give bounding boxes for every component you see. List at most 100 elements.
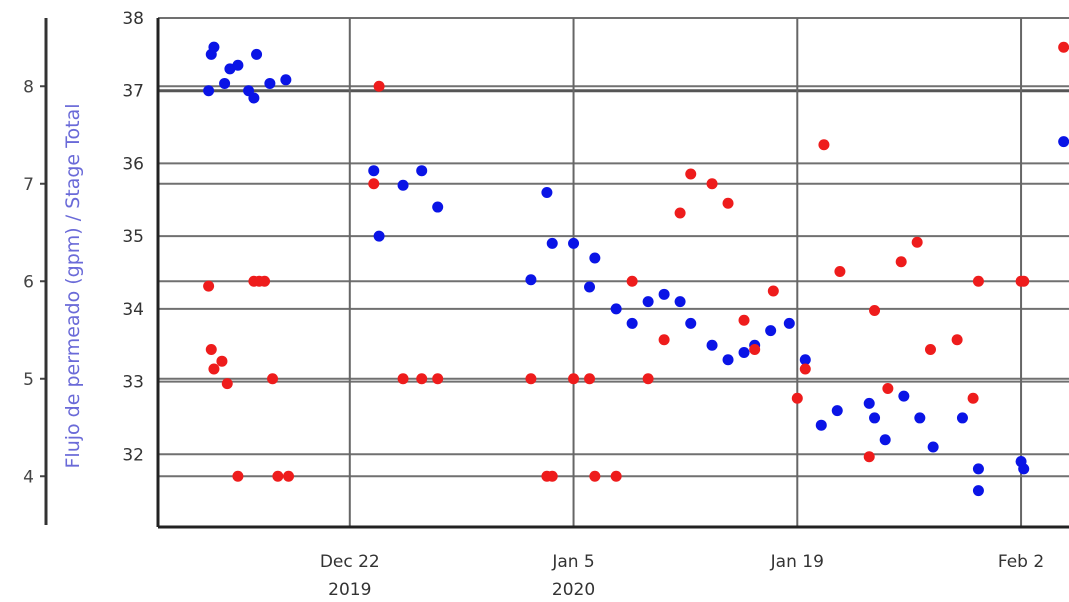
data-point-series-2: [416, 373, 428, 385]
data-point-series-1: [879, 434, 891, 446]
data-point-series-2: [368, 178, 380, 190]
right-axis-tick-label: 32: [122, 445, 144, 465]
data-point-series-1: [914, 412, 926, 424]
left-axis-tick-label: 7: [23, 175, 34, 195]
data-point-series-1: [541, 187, 553, 199]
right-axis-tick-label: 33: [122, 373, 144, 393]
data-point-series-2: [1018, 275, 1030, 287]
data-point-series-2: [799, 363, 811, 375]
x-axis-tick-label: Feb 2: [998, 552, 1044, 572]
data-point-series-1: [373, 230, 385, 242]
data-point-series-2: [911, 236, 923, 248]
data-point-series-2: [967, 392, 979, 404]
x-axis-ticks: Dec 22 2019 Jan 5 2020 Jan 19 Feb 2: [320, 552, 1044, 600]
x-axis-tick-label: Dec 22: [320, 552, 380, 572]
data-point-series-1: [432, 201, 444, 213]
data-point-series-1: [927, 441, 939, 453]
data-point-series-1: [568, 237, 580, 249]
data-point-series-2: [208, 363, 220, 375]
left-axis-label: Flujo de permeado (gpm) / Stage Total: [62, 103, 84, 468]
data-point-series-2: [589, 470, 601, 482]
data-point-series-1: [706, 339, 718, 351]
right-axis-tick-label: 38: [122, 9, 144, 29]
data-point-series-1: [219, 77, 231, 89]
data-point-series-1: [685, 317, 697, 329]
data-point-series-2: [767, 285, 779, 297]
data-points: [203, 41, 1069, 497]
data-point-series-2: [791, 392, 803, 404]
data-point-series-2: [834, 266, 846, 277]
data-point-series-2: [882, 383, 894, 394]
data-point-series-2: [272, 470, 284, 482]
data-point-series-1: [898, 390, 910, 402]
data-point-series-1: [783, 317, 795, 329]
x-axis-tick-year: 2020: [552, 580, 595, 600]
data-point-series-1: [658, 288, 670, 300]
left-axis-tick-label: 6: [23, 272, 34, 292]
x-axis-tick-year: 2019: [328, 580, 371, 600]
data-point-series-2: [706, 178, 718, 190]
data-point-series-2: [818, 139, 830, 151]
data-point-series-2: [642, 373, 654, 385]
data-point-series-2: [283, 470, 295, 482]
data-point-series-1: [416, 165, 428, 177]
data-point-series-1: [1018, 463, 1030, 475]
data-point-series-1: [589, 252, 601, 264]
data-point-series-1: [674, 296, 686, 308]
data-point-series-1: [815, 419, 827, 431]
left-axis-tick-label: 8: [23, 77, 34, 97]
data-point-series-2: [685, 168, 697, 180]
x-axis-tick-label: Jan 19: [770, 552, 824, 572]
left-axis: 8 7 6 5 4: [23, 18, 48, 525]
data-point-series-1: [956, 412, 968, 424]
data-point-series-2: [972, 275, 984, 287]
data-point-series-1: [642, 296, 654, 308]
right-axis-tick-label: 36: [122, 154, 144, 174]
data-point-series-2: [203, 280, 215, 292]
data-point-series-2: [869, 305, 881, 316]
right-axis-tick-label: 35: [122, 227, 144, 247]
data-point-series-1: [368, 165, 380, 177]
data-point-series-2: [259, 275, 271, 287]
data-point-series-1: [264, 77, 276, 89]
data-point-series-2: [951, 334, 963, 346]
data-point-series-1: [738, 346, 750, 358]
data-point-series-2: [895, 256, 907, 268]
data-point-series-1: [610, 303, 622, 315]
data-point-series-2: [568, 373, 580, 385]
data-point-series-2: [722, 197, 734, 209]
data-point-series-2: [397, 373, 409, 385]
data-point-series-1: [972, 485, 984, 497]
data-point-series-1: [972, 463, 984, 475]
data-point-series-1: [280, 74, 292, 86]
data-point-series-2: [749, 344, 761, 355]
data-point-series-1: [1058, 136, 1069, 148]
data-point-series-2: [525, 373, 537, 385]
data-point-series-2: [216, 355, 228, 367]
data-point-series-2: [924, 344, 936, 355]
data-point-series-2: [658, 334, 670, 346]
data-point-series-2: [205, 344, 217, 355]
data-point-series-1: [584, 281, 596, 293]
data-point-series-1: [232, 59, 244, 71]
plot-frame: [156, 18, 1069, 529]
data-point-series-2: [674, 207, 686, 219]
data-point-series-1: [831, 405, 843, 417]
data-point-series-2: [610, 470, 622, 482]
left-axis-tick-label: 5: [23, 370, 34, 390]
data-point-series-1: [248, 92, 260, 104]
data-point-series-2: [221, 378, 233, 390]
data-point-series-2: [1058, 41, 1069, 53]
data-point-series-1: [546, 237, 558, 249]
right-axis-tick-label: 37: [122, 82, 144, 102]
data-point-series-1: [208, 41, 220, 53]
data-point-series-2: [738, 314, 750, 326]
data-point-series-1: [397, 179, 409, 191]
data-point-series-1: [765, 325, 777, 337]
data-point-series-1: [626, 317, 638, 329]
x-axis-tick-label: Jan 5: [551, 552, 594, 572]
data-point-series-2: [267, 373, 279, 385]
data-point-series-2: [863, 451, 875, 463]
left-axis-tick-label: 4: [23, 467, 34, 487]
